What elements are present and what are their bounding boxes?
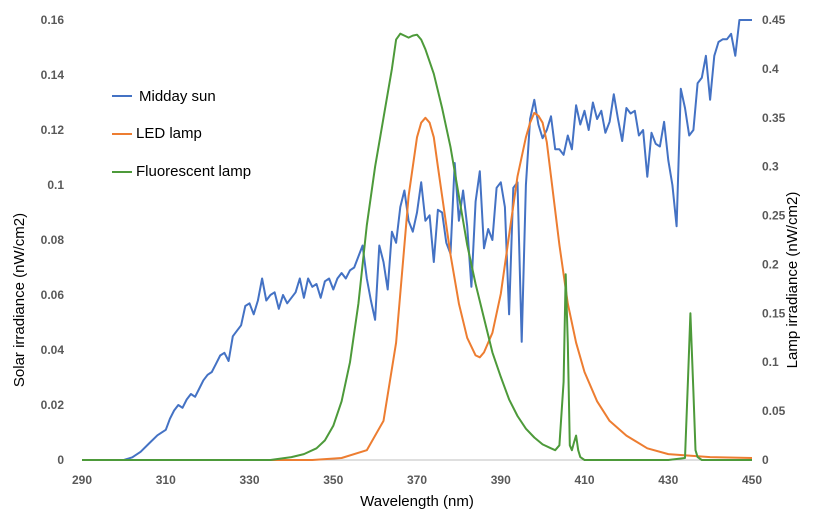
x-tick-label: 350 xyxy=(323,473,343,487)
tick-labels: 290 310 330 350 370 390 410 430 45000.020.040.06… xyxy=(41,13,786,487)
x-tick-label: 370 xyxy=(407,473,427,487)
y2-axis-label: Lamp irradiance (nW/cm2) xyxy=(784,192,801,369)
y-tick-label: 0.16 xyxy=(41,13,65,27)
y-tick-label: 0.1 xyxy=(47,178,64,192)
legend-label-led-lamp: LED lamp xyxy=(136,125,202,142)
y2-tick-label: 0.15 xyxy=(762,306,786,320)
x-tick-label: 290 xyxy=(72,473,92,487)
series-line-midday-sun xyxy=(82,19,752,461)
y-tick-label: 0.04 xyxy=(41,343,65,357)
x-tick-label: 330 xyxy=(239,473,259,487)
y2-tick-label: 0 xyxy=(762,453,769,467)
series-line-led-lamp xyxy=(82,111,753,461)
y2-tick-label: 0.4 xyxy=(762,62,779,76)
y2-tick-label: 0.35 xyxy=(762,111,786,125)
x-tick-label: 390 xyxy=(491,473,511,487)
y-tick-label: 0.12 xyxy=(41,123,65,137)
y-axis-label: Solar irradiance (nW/cm2) xyxy=(11,213,28,387)
y2-tick-label: 0.3 xyxy=(762,160,779,174)
y-tick-label: 0.14 xyxy=(41,68,65,82)
y2-tick-label: 0.2 xyxy=(762,257,779,271)
y-tick-label: 0 xyxy=(57,453,64,467)
x-tick-label: 310 xyxy=(156,473,176,487)
x-tick-label: 430 xyxy=(658,473,678,487)
series-line-fluorescent-lamp xyxy=(82,32,752,461)
y2-tick-label: 0.45 xyxy=(762,13,786,27)
y2-tick-label: 0.1 xyxy=(762,355,779,369)
legend-label-fluorescent-lamp: Fluorescent lamp xyxy=(136,163,251,180)
y-tick-label: 0.06 xyxy=(41,288,65,302)
y-tick-label: 0.02 xyxy=(41,398,65,412)
x-tick-label: 450 xyxy=(742,473,762,487)
y-tick-label: 0.08 xyxy=(41,233,65,247)
x-tick-label: 410 xyxy=(574,473,594,487)
series-lines xyxy=(82,19,753,461)
x-axis-label: Wavelength (nm) xyxy=(360,493,474,510)
legend-label-midday-sun: Midday sun xyxy=(139,88,216,105)
legend: Midday sun LED lamp Fluorescent lamp xyxy=(112,88,251,180)
y2-tick-label: 0.05 xyxy=(762,404,786,418)
y2-tick-label: 0.25 xyxy=(762,209,786,223)
